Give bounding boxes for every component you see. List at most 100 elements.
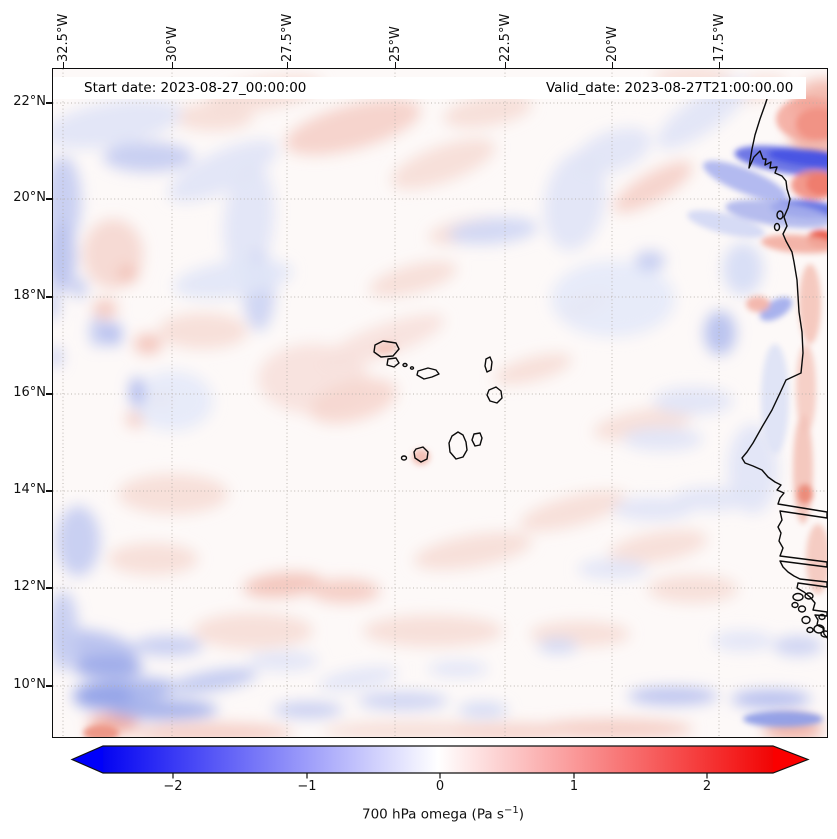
- omega-anomaly-blob: [687, 210, 765, 238]
- islet-outline: [791, 601, 799, 609]
- latitude-tick: [46, 296, 53, 298]
- omega-anomaly-blob: [285, 99, 421, 155]
- colorbar: [70, 745, 810, 779]
- omega-anomaly-blob: [613, 161, 693, 213]
- island-boa-vista: [486, 386, 503, 404]
- omega-anomaly-blob: [703, 160, 787, 202]
- colorbar-gradient: [103, 746, 773, 773]
- omega-anomaly-blob: [731, 690, 811, 708]
- latitude-tick: [46, 102, 53, 104]
- omega-anomaly-blob: [53, 290, 59, 320]
- omega-anomaly-blob: [653, 387, 733, 415]
- latitude-tick: [46, 587, 53, 589]
- omega-anomaly-blob: [453, 723, 573, 738]
- omega-anomaly-blob: [533, 719, 693, 738]
- omega-anomaly-blob: [551, 261, 675, 337]
- omega-anomaly-blob: [309, 378, 397, 424]
- valid-date-label: Valid_date: 2023-08-27T21:00:00.00: [546, 80, 794, 96]
- omega-anomaly-blob: [173, 259, 293, 299]
- omega-anomaly-blob: [648, 575, 738, 603]
- omega-anomaly-blob: [369, 261, 457, 297]
- islet-outline: [818, 613, 826, 621]
- islet-outline: [773, 222, 781, 232]
- omega-anomaly-blob: [53, 99, 183, 149]
- omega-anomaly-blob: [108, 543, 198, 575]
- omega-anomaly-blob: [223, 163, 275, 279]
- colorbar-tick-label: 0: [435, 779, 445, 794]
- omega-anomaly-blob: [390, 138, 496, 190]
- omega-anomaly-blob: [56, 506, 100, 576]
- islet-outline: [409, 366, 415, 370]
- colorbar-tick-label: 1: [569, 779, 579, 794]
- island-maio: [471, 432, 483, 447]
- omega-anomaly-blob: [248, 651, 318, 671]
- colorbar-label: 700 hPa omega (Pa s−1): [362, 805, 524, 823]
- longitude-tick: [171, 62, 173, 68]
- omega-anomaly-blob: [761, 234, 828, 254]
- omega-anomaly-blob: [90, 317, 106, 347]
- omega-anomaly-blob: [104, 322, 122, 346]
- latitude-tick: [46, 490, 53, 492]
- omega-anomaly-blob: [73, 655, 143, 679]
- longitude-tick: [611, 62, 613, 68]
- omega-anomaly-blob: [578, 559, 648, 579]
- omega-anomaly-blob: [318, 666, 398, 692]
- omega-anomaly-blob: [168, 668, 258, 694]
- start-date-label: Start date: 2023-08-27_00:00:00: [84, 80, 307, 96]
- omega-anomaly-blob: [133, 723, 293, 738]
- islet-outline: [806, 626, 814, 634]
- omega-anomaly-blob: [133, 636, 203, 656]
- omega-anomaly-blob: [413, 532, 533, 570]
- islet-outline: [400, 455, 408, 461]
- omega-anomaly-blob: [71, 278, 87, 298]
- longitude-tick: [718, 62, 720, 68]
- latitude-tick-label: 16°N: [13, 385, 46, 400]
- omega-anomaly-blob: [310, 579, 380, 603]
- omega-anomaly-blob: [412, 449, 430, 465]
- omega-anomaly-blob: [623, 427, 703, 451]
- omega-anomaly-blob: [773, 636, 823, 656]
- omega-field-map: [53, 69, 828, 738]
- omega-anomaly-blob: [108, 700, 218, 720]
- islet-outline: [797, 605, 807, 613]
- longitude-tick-label: 27.5°W: [279, 13, 295, 62]
- islet-outline: [801, 615, 811, 625]
- colorbar-right-arrow: [773, 746, 808, 773]
- island-sal: [484, 356, 493, 373]
- island-fogo: [413, 446, 429, 463]
- omega-anomaly-blob: [538, 638, 578, 654]
- latitude-tick: [46, 393, 53, 395]
- omega-anomaly-blob: [443, 94, 533, 128]
- omega-anomaly-blob: [743, 711, 823, 727]
- title-band: [53, 77, 806, 99]
- colorbar-tick-label: −2: [163, 779, 183, 794]
- latitude-tick: [46, 685, 53, 687]
- africa-coastline: [741, 92, 828, 640]
- islet-outline: [776, 210, 784, 220]
- omega-anomaly-blob: [173, 103, 253, 131]
- omega-anomaly-blob: [130, 377, 144, 407]
- latitude-tick: [46, 198, 53, 200]
- omega-anomaly-blob: [53, 222, 76, 292]
- longitude-tick-label: 17.5°W: [711, 13, 727, 62]
- longitude-tick: [504, 62, 506, 68]
- omega-anomaly-blob: [725, 199, 828, 229]
- island-santo-antao: [373, 340, 400, 358]
- omega-anomaly-blob: [73, 682, 133, 710]
- omega-anomaly-blob: [723, 243, 763, 295]
- islet-outline: [804, 592, 814, 600]
- omega-anomaly-blob: [797, 484, 813, 504]
- latitude-tick-label: 22°N: [13, 94, 46, 109]
- omega-anomaly-blob: [791, 170, 828, 200]
- omega-anomaly-blob: [53, 591, 78, 671]
- longitude-tick-label: 30°W: [164, 26, 180, 62]
- latitude-tick-label: 12°N: [13, 579, 46, 594]
- islet-outline: [792, 592, 804, 602]
- omega-anomaly-blob: [118, 266, 138, 282]
- omega-anomaly-blob: [375, 341, 397, 355]
- omega-anomaly-blob: [134, 334, 162, 354]
- islet-outline: [813, 624, 825, 634]
- omega-anomaly-blob: [628, 687, 718, 705]
- omega-anomaly-blob: [673, 487, 753, 511]
